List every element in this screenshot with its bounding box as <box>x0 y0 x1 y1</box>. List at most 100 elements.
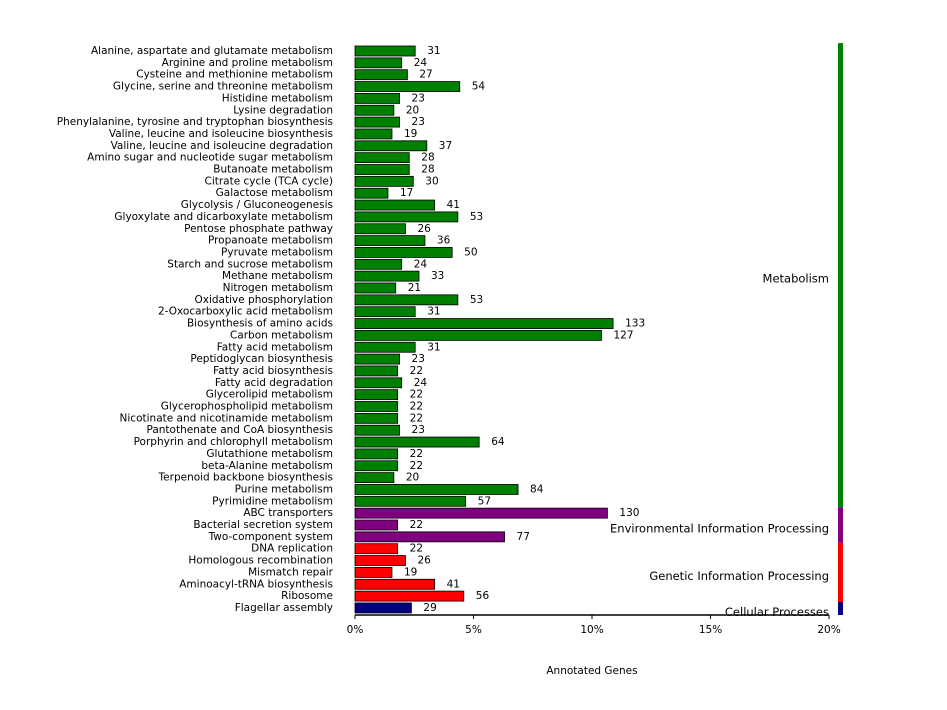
count-label: 24 <box>414 377 428 389</box>
category-label: Glycerophospholipid metabolism <box>161 401 333 413</box>
bar <box>354 258 403 270</box>
category-label: Glutathione metabolism <box>206 448 333 460</box>
category-label: Flagellar assembly <box>235 602 333 614</box>
group-label: Genetic Information Processing <box>649 569 829 583</box>
category-label: Carbon metabolism <box>230 329 333 341</box>
bar <box>354 341 416 353</box>
group-label: Metabolism <box>763 272 829 286</box>
bar <box>354 472 395 484</box>
category-label: Valine, leucine and isoleucine biosynthe… <box>109 128 333 140</box>
category-label: Mismatch repair <box>248 566 334 578</box>
count-label: 37 <box>439 140 452 152</box>
bar <box>354 507 608 519</box>
count-label: 41 <box>447 199 460 211</box>
group-label: Cellular Processes <box>725 605 829 619</box>
count-label: 84 <box>530 483 544 495</box>
bar <box>354 140 428 152</box>
bar <box>354 211 459 223</box>
count-label: 22 <box>410 448 423 460</box>
bar <box>354 306 416 318</box>
count-label: 29 <box>423 602 436 614</box>
bar <box>354 69 408 81</box>
category-label: ABC transporters <box>243 507 333 519</box>
x-tick-label: 20% <box>817 624 840 636</box>
bar <box>354 247 453 258</box>
category-label: Propanoate metabolism <box>208 235 333 247</box>
bar <box>354 187 389 199</box>
count-label: 24 <box>414 57 428 69</box>
count-label: 23 <box>412 92 425 104</box>
category-label: Alanine, aspartate and glutamate metabol… <box>91 45 333 57</box>
count-label: 30 <box>425 175 438 187</box>
category-label: Pentose phosphate pathway <box>184 223 333 235</box>
category-label: Glyoxylate and dicarboxylate metabolism <box>114 211 333 223</box>
count-label: 31 <box>427 306 440 318</box>
bar <box>354 555 406 566</box>
category-label: Amino sugar and nucleotide sugar metabol… <box>87 152 333 164</box>
count-label: 19 <box>404 128 417 140</box>
bar <box>354 318 614 329</box>
group-strip <box>838 602 843 615</box>
count-label: 22 <box>410 412 423 424</box>
category-label: Glycine, serine and threonine metabolism <box>113 81 333 93</box>
group-strip <box>838 507 843 543</box>
bar <box>354 235 426 247</box>
category-label: Ribosome <box>281 590 333 602</box>
bar <box>354 519 399 531</box>
bar <box>354 578 436 590</box>
category-label: Lysine degradation <box>233 104 333 116</box>
bar <box>354 282 397 294</box>
bar <box>354 460 399 472</box>
category-label: Bacterial secretion system <box>193 519 333 531</box>
count-label: 56 <box>476 590 490 602</box>
count-label: 22 <box>410 519 423 531</box>
category-label: Peptidoglycan biosynthesis <box>190 353 333 365</box>
category-label: Oxidative phosphorylation <box>195 294 334 306</box>
category-label: Citrate cycle (TCA cycle) <box>205 175 334 187</box>
count-label: 22 <box>410 401 423 413</box>
category-label: Fatty acid degradation <box>215 377 333 389</box>
x-tick-label: 0% <box>347 624 364 636</box>
count-label: 20 <box>406 104 419 116</box>
count-label: 133 <box>625 318 645 330</box>
category-label: 2-Oxocarboxylic acid metabolism <box>158 306 333 318</box>
bar <box>354 412 399 424</box>
category-label: Nicotinate and nicotinamide metabolism <box>120 412 333 424</box>
bar <box>354 448 399 460</box>
bar <box>354 57 403 69</box>
count-label: 17 <box>400 187 413 199</box>
count-label: 23 <box>412 116 425 128</box>
category-label: Histidine metabolism <box>222 92 333 104</box>
category-label: Phenylalanine, tyrosine and tryptophan b… <box>57 116 333 128</box>
category-label: Terpenoid backbone biosynthesis <box>158 472 333 484</box>
count-label: 26 <box>417 223 431 235</box>
x-axis-label: Annotated Genes <box>546 665 637 677</box>
bar <box>354 152 410 164</box>
count-label: 127 <box>613 329 633 341</box>
count-label: 64 <box>491 436 505 448</box>
bar <box>354 294 459 306</box>
count-label: 31 <box>427 45 440 57</box>
category-label: DNA replication <box>251 543 333 555</box>
category-label: Pyruvate metabolism <box>221 246 333 258</box>
group-strip <box>838 542 843 603</box>
count-label: 27 <box>419 69 432 81</box>
count-label: 26 <box>417 555 431 567</box>
bar <box>354 93 400 104</box>
count-label: 53 <box>470 294 483 306</box>
bar <box>354 365 399 377</box>
category-label: Glycolysis / Gluconeogenesis <box>181 199 333 211</box>
bar <box>354 602 412 614</box>
category-label: Pantothenate and CoA biosynthesis <box>146 424 333 436</box>
bar <box>354 567 393 578</box>
category-label: Pyrimidine metabolism <box>212 495 333 507</box>
bar <box>354 329 602 341</box>
bar <box>354 223 406 235</box>
count-label: 22 <box>410 460 423 472</box>
bar <box>354 199 436 211</box>
count-label: 77 <box>517 531 530 543</box>
bar <box>354 531 505 543</box>
bar <box>354 495 467 507</box>
bar <box>354 424 400 436</box>
x-tick-label: 5% <box>465 624 482 636</box>
